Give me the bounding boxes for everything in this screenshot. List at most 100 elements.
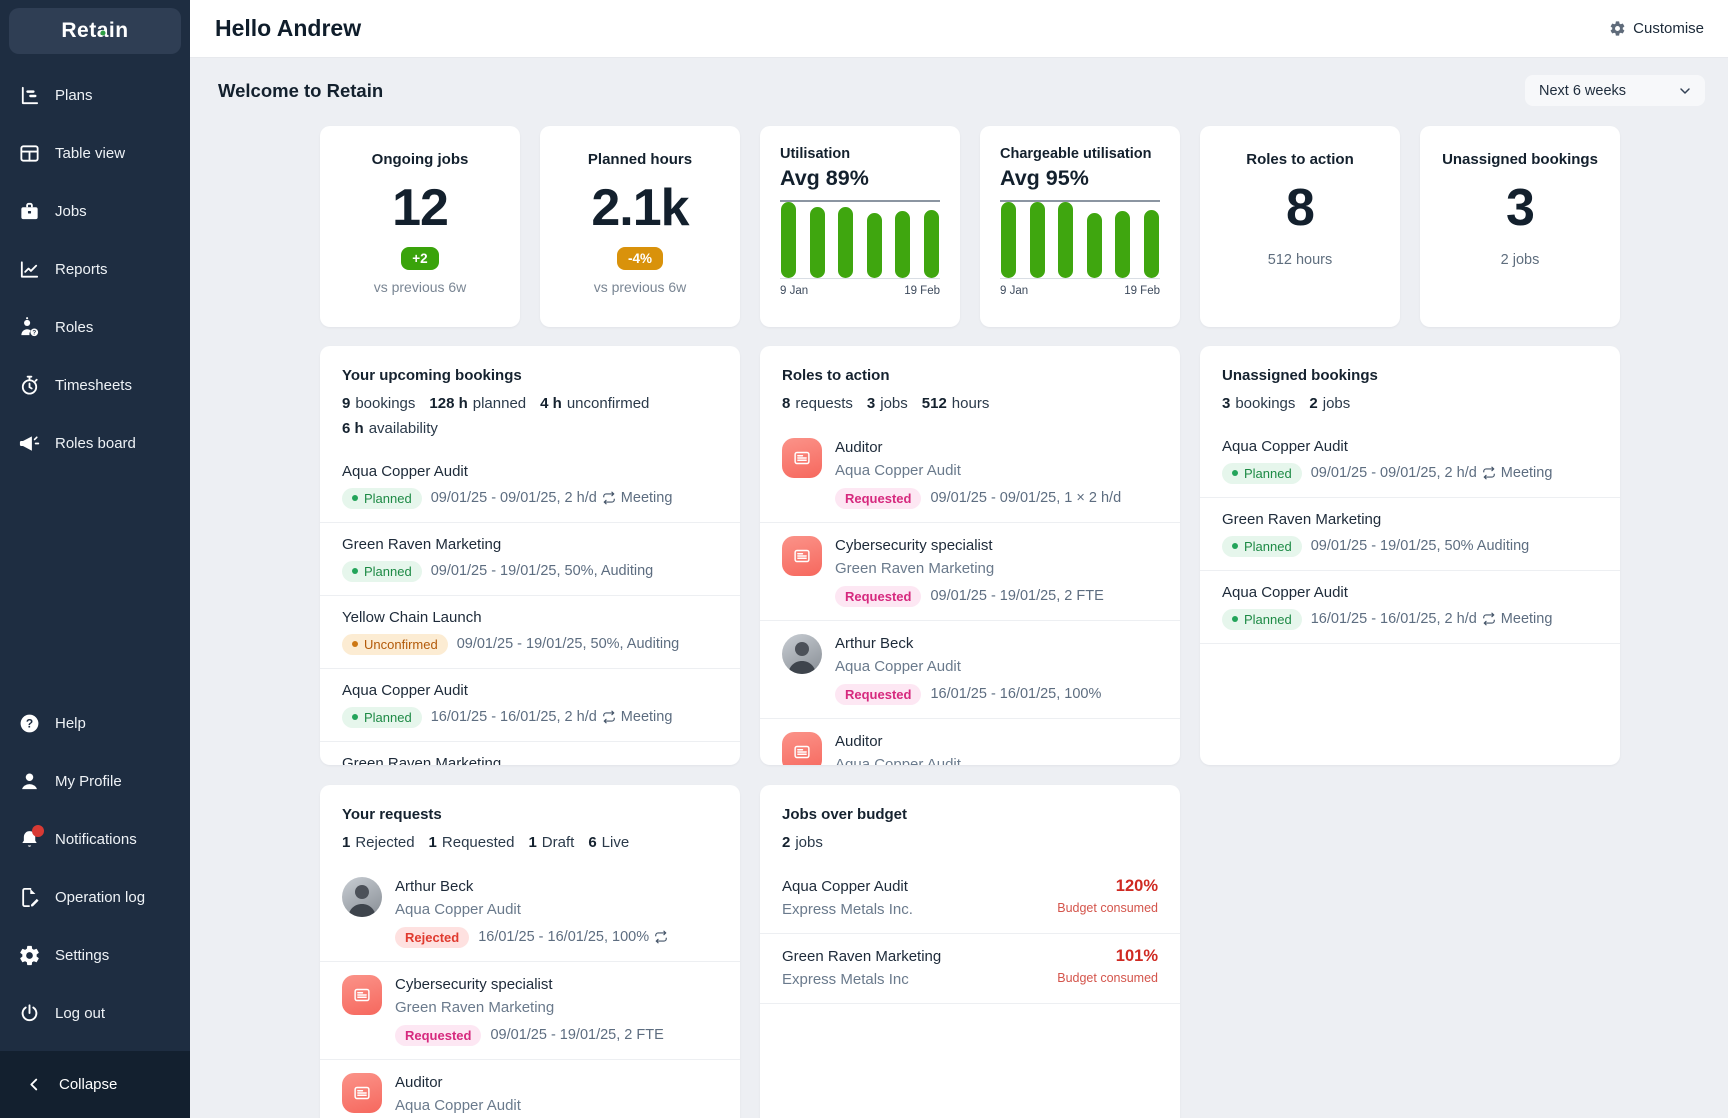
- notification-dot: [32, 824, 44, 837]
- request-item[interactable]: Auditor Aqua Copper Audit: [320, 1059, 740, 1118]
- date-range-value: Next 6 weeks: [1539, 82, 1627, 99]
- bell-icon: [18, 824, 44, 851]
- request-item[interactable]: Cybersecurity specialist Green Raven Mar…: [320, 961, 740, 1059]
- sidebar-item-roles-board[interactable]: Roles board: [0, 414, 190, 472]
- role-card-glyph: [794, 451, 810, 465]
- dashboard-grid: Ongoing jobs 12 +2 vs previous 6w Planne…: [320, 106, 1620, 1118]
- booking-item[interactable]: Aqua Copper Audit Planned 09/01/25 - 09/…: [320, 450, 740, 522]
- gear-icon: [1610, 21, 1625, 36]
- unassigned-list: Aqua Copper Audit Planned 09/01/25 - 09/…: [1200, 425, 1620, 644]
- line-chart-icon: [20, 260, 39, 278]
- sidebar-item-operation-log[interactable]: Operation log: [0, 868, 190, 926]
- sidebar-item-my-profile[interactable]: My Profile: [0, 752, 190, 810]
- sidebar-item-jobs[interactable]: Jobs: [0, 182, 190, 240]
- sidebar-item-roles[interactable]: ? Roles: [0, 298, 190, 356]
- repeat-icon: [1482, 466, 1495, 480]
- table-icon: [20, 144, 39, 162]
- sidebar-item-reports[interactable]: Reports: [0, 240, 190, 298]
- power-icon: [21, 1003, 38, 1021]
- retain-logo-text: Ret a in: [61, 19, 129, 42]
- sidebar-item-settings[interactable]: Settings: [0, 926, 190, 984]
- stat-card-chargeable-utilisation[interactable]: Chargeable utilisation Avg 95% 9 Jan 19 …: [980, 126, 1180, 327]
- status-badge: Requested: [395, 1024, 482, 1046]
- role-icon: [782, 536, 822, 576]
- sidebar-item-help[interactable]: ? Help: [0, 694, 190, 752]
- main-card-row: Your upcoming bookings 9 bookings 128 h pl…: [320, 346, 1620, 765]
- chart-average: Avg 95%: [1000, 166, 1089, 190]
- booking-item[interactable]: Aqua Copper Audit Planned 16/01/25 - 16/…: [1200, 570, 1620, 644]
- status-badge: Requested: [835, 585, 922, 607]
- role-request-item[interactable]: Auditor Aqua Copper Audit Requested 09/0…: [760, 425, 1180, 522]
- chart-average: Avg 89%: [780, 166, 869, 190]
- card-header: Jobs over budget 2 jobs: [760, 785, 1180, 855]
- role-request-item[interactable]: Arthur Beck Aqua Copper Audit Requested …: [760, 620, 1180, 718]
- sidebar-item-label: Settings: [55, 946, 110, 964]
- role-request-item[interactable]: Auditor Aqua Copper Audit: [760, 718, 1180, 765]
- card-header: Roles to action 8 requests 3 jobs 512 hours: [760, 346, 1180, 416]
- sidebar-bottom-nav: ? Help My Profile Notifications Operatio…: [0, 694, 190, 1042]
- status-badge: Requested: [835, 487, 922, 509]
- sidebar-item-label: Jobs: [55, 202, 87, 220]
- utilisation-bar-chart: [780, 200, 940, 279]
- sidebar-item-plans[interactable]: Plans: [0, 66, 190, 124]
- customise-label: Customise: [1633, 20, 1704, 37]
- customise-button[interactable]: Customise: [1609, 20, 1704, 37]
- card-header: Your requests 1 Rejected 1 Requested 1 Draf…: [320, 785, 740, 855]
- chart-axis-labels: 9 Jan 19 Feb: [1000, 285, 1160, 297]
- svg-text:?: ?: [26, 716, 33, 730]
- sidebar-item-notifications[interactable]: Notifications: [0, 810, 190, 868]
- help-icon: ?: [20, 714, 39, 732]
- axis-start: 9 Jan: [780, 285, 809, 297]
- gear-icon: [20, 945, 39, 965]
- stat-value: 3: [1506, 179, 1535, 237]
- stat-card-roles-to-action[interactable]: Roles to action 8 512 hours: [1200, 126, 1400, 327]
- content-header: Welcome to Retain Next 6 weeks: [190, 58, 1728, 106]
- empty-grid-cell: [1200, 785, 1620, 1118]
- sidebar-item-table-view[interactable]: Table view: [0, 124, 190, 182]
- booking-item[interactable]: Aqua Copper Audit Planned 16/01/25 - 16/…: [320, 668, 740, 741]
- role-request-list: Auditor Aqua Copper Audit Requested 09/0…: [760, 425, 1180, 765]
- booking-item[interactable]: Green Raven Marketing Planned 09/01/25 -…: [1200, 497, 1620, 570]
- stat-subtext: 2 jobs: [1500, 252, 1540, 268]
- stopwatch-icon: [21, 375, 38, 395]
- card-title: Unassigned bookings: [1222, 367, 1378, 384]
- booking-list: Aqua Copper Audit Planned 09/01/25 - 09/…: [320, 450, 740, 765]
- collapse-label: Collapse: [59, 1076, 118, 1093]
- booking-item[interactable]: Green Raven Marketing Planned: [320, 741, 740, 765]
- sidebar-item-log-out[interactable]: Log out: [0, 984, 190, 1042]
- person-photo-glyph: [788, 642, 816, 674]
- date-range-select[interactable]: Next 6 weeks: [1525, 75, 1705, 106]
- stat-card-ongoing-jobs[interactable]: Ongoing jobs 12 +2 vs previous 6w: [320, 126, 520, 327]
- unassigned-bookings-card: Unassigned bookings 3 bookings 2 jobs Aqua…: [1200, 346, 1620, 765]
- role-request-item[interactable]: Cybersecurity specialist Green Raven Mar…: [760, 522, 1180, 620]
- budget-percent-label: Budget consumed: [1057, 971, 1158, 985]
- role-icon: [342, 1073, 382, 1113]
- stat-subtext: 512 hours: [1267, 252, 1333, 268]
- delta-badge: -4%: [616, 247, 663, 270]
- sidebar-item-timesheets[interactable]: Timesheets: [0, 356, 190, 414]
- status-badge: Requested: [835, 683, 922, 705]
- chevron-left-icon: [30, 1078, 38, 1091]
- stat-card-unassigned-bookings[interactable]: Unassigned bookings 3 2 jobs: [1420, 126, 1620, 327]
- role-card-glyph: [794, 745, 810, 759]
- stat-note: vs previous 6w: [373, 279, 467, 295]
- budget-item[interactable]: Green Raven Marketing Express Metals Inc…: [760, 934, 1180, 1004]
- budget-percent-label: Budget consumed: [1057, 901, 1158, 915]
- card-title: Jobs over budget: [782, 806, 908, 823]
- request-item[interactable]: Arthur Beck Aqua Copper Audit Rejected 1…: [320, 864, 740, 961]
- stat-card-utilisation[interactable]: Utilisation Avg 89% 9 Jan 19 Feb: [760, 126, 960, 327]
- chevron-down-icon: [1680, 87, 1690, 94]
- card-title: Roles to action: [782, 367, 890, 384]
- bottom-card-row: Your requests 1 Rejected 1 Requested 1 Draf…: [320, 785, 1620, 1118]
- collapse-button[interactable]: Collapse: [0, 1051, 190, 1118]
- card-stats: 1 Rejected 1 Requested 1 Draft 6 Live: [342, 834, 630, 851]
- booking-item[interactable]: Aqua Copper Audit Planned 09/01/25 - 09/…: [1200, 425, 1620, 497]
- budget-item[interactable]: Aqua Copper Audit Express Metals Inc. 12…: [760, 864, 1180, 934]
- status-badge: Unconfirmed: [342, 633, 448, 655]
- booking-item[interactable]: Yellow Chain Launch Unconfirmed 09/01/25…: [320, 595, 740, 668]
- booking-item[interactable]: Green Raven Marketing Planned 09/01/25 -…: [320, 522, 740, 595]
- sidebar-item-label: Log out: [55, 1004, 106, 1022]
- status-badge: Rejected: [395, 926, 470, 948]
- stat-card-planned-hours[interactable]: Planned hours 2.1k -4% vs previous 6w: [540, 126, 740, 327]
